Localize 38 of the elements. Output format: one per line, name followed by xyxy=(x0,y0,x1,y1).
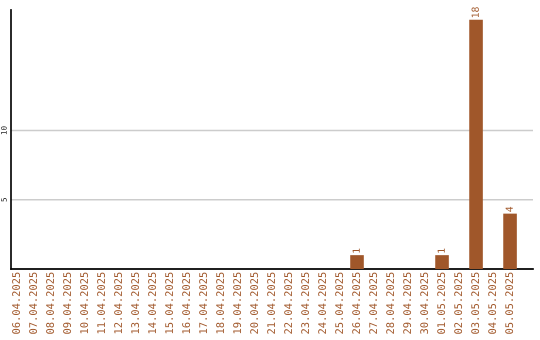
x-tick-label: 24.04.2025 xyxy=(318,272,326,334)
x-tick-label: 16.04.2025 xyxy=(182,272,190,334)
x-tick-label: 26.04.2025 xyxy=(352,272,360,334)
x-tick-label: 01.05.2025 xyxy=(437,272,446,334)
x-tick-label: 11.04.2025 xyxy=(97,272,106,334)
x-tick-label: 25.04.2025 xyxy=(335,272,344,334)
data-label: 1 xyxy=(352,248,360,253)
x-tick-label: 27.04.2025 xyxy=(369,272,378,334)
x-tick-label: 23.04.2025 xyxy=(301,272,310,334)
x-tick-label: 09.04.2025 xyxy=(63,272,72,334)
bar xyxy=(350,255,364,269)
x-tick-label: 30.04.2025 xyxy=(420,272,428,334)
x-tick-label: 02.05.2025 xyxy=(454,272,462,334)
x-tick-label: 20.04.2025 xyxy=(250,272,258,334)
x-tick-label: 05.05.2025 xyxy=(505,272,514,334)
x-tick-label: 08.04.2025 xyxy=(46,272,54,334)
bar xyxy=(469,20,483,269)
bar xyxy=(435,255,449,269)
x-tick-label: 21.04.2025 xyxy=(267,272,276,334)
x-tick-label: 29.04.2025 xyxy=(403,272,412,334)
data-label: 4 xyxy=(506,206,513,212)
x-tick-label: 15.04.2025 xyxy=(165,272,174,334)
x-tick-label: 07.04.2025 xyxy=(29,272,38,334)
data-label: 18 xyxy=(472,7,479,18)
data-label: 1 xyxy=(438,248,445,253)
x-tick-label: 14.04.2025 xyxy=(148,272,156,334)
x-tick-label: 19.04.2025 xyxy=(233,272,242,334)
x-tick-label: 22.04.2025 xyxy=(284,272,292,334)
bar xyxy=(503,214,517,269)
x-tick-label: 17.04.2025 xyxy=(199,272,208,334)
x-tick-label: 12.04.2025 xyxy=(114,272,122,334)
x-tick-label: 18.04.2025 xyxy=(216,272,224,334)
x-tick-label: 06.04.2025 xyxy=(12,272,20,334)
x-tick-label: 13.04.2025 xyxy=(131,272,140,334)
x-tick-label: 10.04.2025 xyxy=(80,272,88,334)
x-tick-label: 28.04.2025 xyxy=(386,272,394,334)
x-tick-label: 03.05.2025 xyxy=(471,272,480,334)
x-tick-label: 04.05.2025 xyxy=(488,272,496,334)
